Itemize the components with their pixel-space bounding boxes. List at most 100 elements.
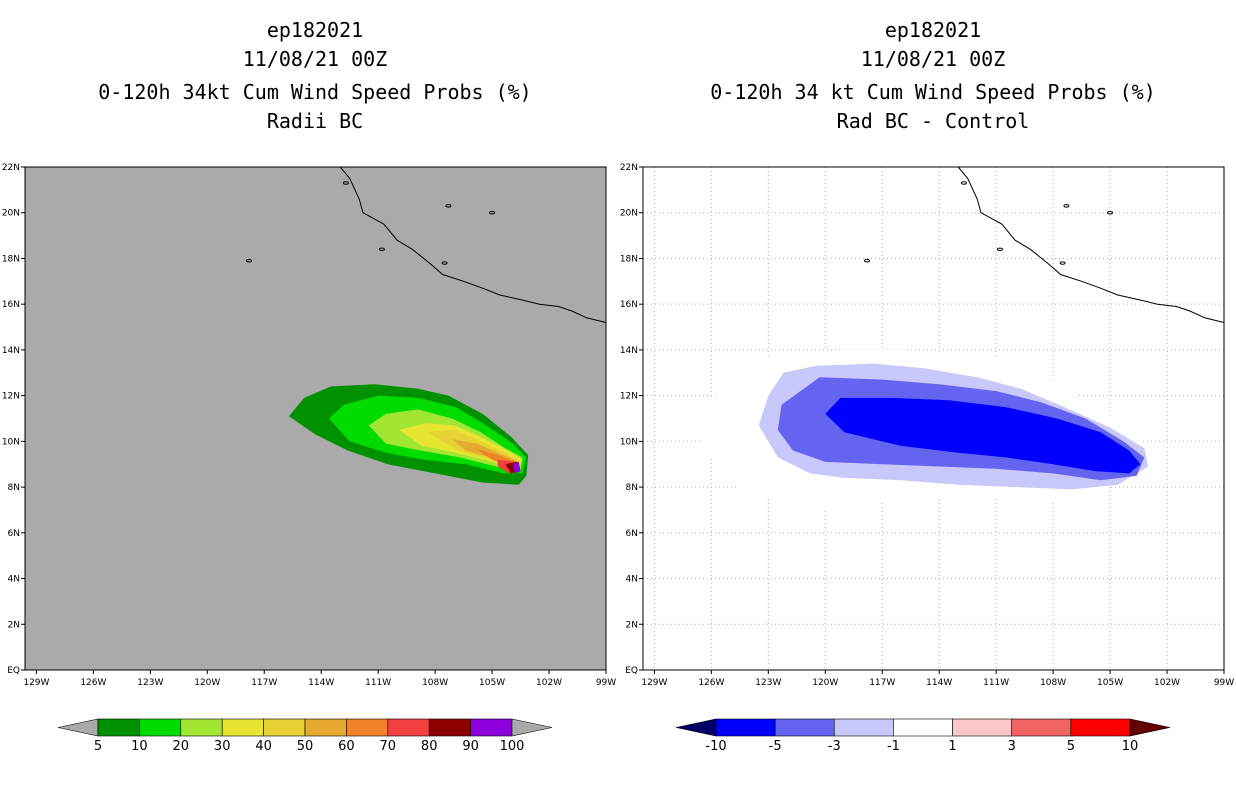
x-tick-label: 117W: [869, 678, 895, 688]
y-tick-label: 16N: [620, 300, 638, 310]
island: [1107, 211, 1114, 215]
x-tick-label: 105W: [479, 678, 505, 688]
island: [1063, 204, 1070, 208]
colorbar-high-triangle: [511, 718, 553, 737]
colorbar-box: [1011, 718, 1072, 737]
y-tick-label: 4N: [626, 575, 638, 585]
x-tick-label: 99W: [596, 678, 616, 688]
y-tick-label: 18N: [620, 254, 638, 264]
colorbar-box: [139, 718, 182, 737]
x-tick-label: 114W: [926, 678, 952, 688]
x-tick-label: 123W: [755, 678, 781, 688]
colorbar-label: 10: [131, 739, 148, 754]
colorbar: -10 -5 -3 -1 1 3 5 10: [675, 718, 1171, 754]
colorbar-label: 3: [1008, 739, 1016, 754]
y-tick-label: 16N: [2, 300, 20, 310]
y-tick-label: 2N: [8, 620, 20, 630]
colorbar-box: [263, 718, 306, 737]
left-title-line-3: 0-120h 34kt Cum Wind Speed Probs (%): [98, 80, 532, 104]
x-tick-label: 120W: [812, 678, 838, 688]
x-tick-label: 108W: [1040, 678, 1066, 688]
y-tick-label: 20N: [2, 209, 20, 219]
x-tick-label: 126W: [698, 678, 724, 688]
right-title-line-1: ep182021: [884, 18, 982, 42]
colorbar-box: [221, 718, 264, 737]
island: [378, 247, 385, 252]
island: [246, 259, 253, 263]
right-title-line-4: Rad BC - Control: [836, 109, 1030, 133]
x-tick-label: 111W: [983, 678, 1009, 688]
island: [1059, 261, 1066, 265]
right-title-line-2: 11/08/21 00Z: [860, 47, 1006, 71]
y-tick-label: 8N: [8, 483, 20, 493]
colorbar-label: 40: [255, 739, 272, 754]
x-tick-label: 108W: [422, 678, 448, 688]
colorbar-label: 80: [421, 739, 438, 754]
colorbar-box: [97, 718, 140, 737]
colorbar-label: 30: [214, 739, 231, 754]
colorbar-box: [893, 718, 953, 737]
y-tick-label: 12N: [620, 392, 638, 402]
colorbar-label: 10: [1122, 739, 1139, 754]
x-tick-label: 102W: [536, 678, 562, 688]
left-title-line-1: ep182021: [266, 18, 364, 42]
island: [342, 181, 349, 185]
colorbar-box: [774, 718, 835, 737]
plot-panel-right: 129W 126W 123W 120W 117W 114W 111W 108W 105W 102W…: [620, 163, 1234, 754]
colorbar-box: [387, 718, 430, 737]
x-tick-label: 99W: [1214, 678, 1234, 688]
colorbar-box: [715, 718, 776, 737]
y-tick-label: 22N: [2, 163, 20, 173]
x-tick-label: 111W: [365, 678, 391, 688]
x-tick-label: 126W: [80, 678, 106, 688]
island: [441, 261, 448, 265]
x-tick-label: 105W: [1097, 678, 1123, 688]
colorbar-label: -1: [887, 739, 900, 754]
colorbar-low-triangle: [57, 718, 99, 737]
colorbar-label: 20: [173, 739, 190, 754]
colorbar-label: -5: [769, 739, 782, 754]
colorbar-high-triangle: [1129, 718, 1171, 737]
x-tick-label: 123W: [137, 678, 163, 688]
y-tick-label: 18N: [2, 254, 20, 264]
plot-frame: [24, 166, 607, 671]
x-tick-label: 129W: [641, 678, 667, 688]
contour-level-neg10: [825, 397, 1141, 474]
y-tick-label: 10N: [620, 437, 638, 447]
y-tick-label: 22N: [620, 163, 638, 173]
y-tick-label: 6N: [8, 529, 20, 539]
coastline: [957, 166, 1225, 323]
colorbar-box: [833, 718, 894, 737]
colorbar: 5 10 20 30 40 50 60 70 80 90 100: [57, 718, 553, 754]
island: [489, 211, 496, 215]
colorbar-label: -10: [705, 739, 726, 754]
y-tick-label: 14N: [2, 346, 20, 356]
coastline: [339, 166, 607, 323]
colorbar-label: 60: [338, 739, 355, 754]
x-tick-label: 102W: [1154, 678, 1180, 688]
y-tick-label: 4N: [8, 575, 20, 585]
y-tick-label: 14N: [620, 346, 638, 356]
colorbar-label: 5: [1067, 739, 1075, 754]
plot-panel-left: 129W 126W 123W 120W 117W 114W 111W 108W 105W 102W…: [2, 163, 616, 754]
colorbar-label: 70: [380, 739, 397, 754]
island: [960, 181, 967, 185]
y-tick-label: EQ: [7, 666, 20, 676]
island: [996, 247, 1003, 252]
y-tick-label: 10N: [2, 437, 20, 447]
left-title-line-2: 11/08/21 00Z: [242, 47, 388, 71]
colorbar-label: 50: [297, 739, 314, 754]
x-tick-label: 120W: [194, 678, 220, 688]
colorbar-box: [952, 718, 1013, 737]
left-title-line-4: Radii BC: [266, 109, 364, 133]
colorbar-label: -3: [828, 739, 841, 754]
island: [864, 259, 871, 263]
colorbar-box: [180, 718, 223, 737]
plot-frame: [642, 166, 1225, 671]
y-tick-label: 6N: [626, 529, 638, 539]
colorbar-box: [1070, 718, 1131, 737]
colorbar-label: 5: [94, 739, 102, 754]
y-tick-label: 8N: [626, 483, 638, 493]
colorbar-box: [346, 718, 389, 737]
